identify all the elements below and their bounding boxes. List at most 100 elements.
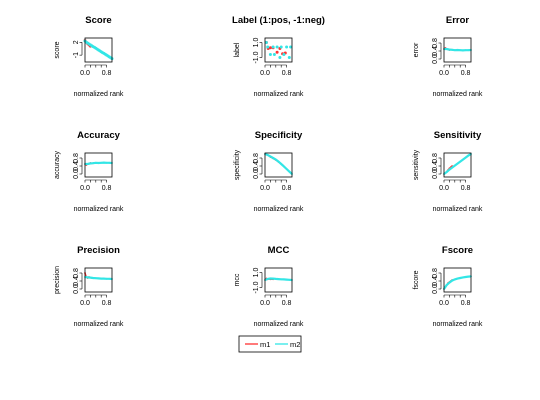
- panel-title: Precision: [77, 245, 120, 256]
- data-point-m2: [467, 49, 470, 52]
- plot-frame: [264, 267, 293, 293]
- y-tick-label: 0.4: [73, 161, 80, 171]
- x-tick-label: 0.0: [80, 185, 90, 192]
- x-tick-label: 0.8: [461, 185, 471, 192]
- y-tick-label: 0.4: [432, 46, 439, 56]
- x-axis-label: normalized rank: [254, 321, 304, 328]
- data-point-m2: [280, 163, 283, 165]
- data-point-m2: [453, 49, 456, 52]
- y-axis-label: precision: [54, 266, 61, 294]
- data-point-m2: [266, 45, 270, 49]
- plot-frame: [264, 152, 293, 178]
- legend-label-m1: m1: [260, 340, 270, 349]
- data-point-m2: [266, 154, 269, 156]
- data-point-m2: [283, 278, 285, 281]
- y-tick-label: 0.0: [73, 169, 80, 179]
- y-tick-label: 0.8: [73, 268, 80, 278]
- y-axis-label: accuracy: [54, 150, 61, 179]
- data-point-m2: [274, 278, 277, 280]
- data-point-m2: [456, 49, 459, 51]
- x-axis-label: normalized rank: [433, 91, 483, 98]
- y-tick-label: 0.4: [73, 276, 80, 286]
- data-point-m2: [448, 168, 451, 171]
- data-point-m2: [456, 162, 459, 165]
- y-axis-label: fscore: [413, 270, 420, 289]
- data-point-m2: [279, 45, 283, 49]
- data-point-m2: [105, 277, 108, 280]
- y-tick-label: -1.0: [253, 51, 260, 63]
- data-point-m2: [451, 166, 453, 169]
- x-tick-label: 0.8: [282, 185, 292, 192]
- x-tick-label: 0.8: [282, 70, 292, 77]
- data-point-m2: [448, 281, 451, 284]
- data-point-m2: [108, 161, 111, 164]
- y-tick-label: 0.0: [73, 284, 80, 294]
- x-axis-label: normalized rank: [433, 321, 483, 328]
- x-tick-label: 0.0: [439, 300, 449, 307]
- data-point-m2: [94, 277, 97, 280]
- series-line-m2: [264, 152, 293, 175]
- data-point-m2: [266, 278, 269, 280]
- plot-frame: [264, 37, 293, 63]
- x-tick-label: 0.8: [102, 300, 112, 307]
- data-point-m2: [86, 163, 89, 165]
- data-point-m2: [453, 278, 456, 281]
- data-point-m2: [467, 154, 470, 157]
- data-point-m2: [100, 277, 103, 280]
- data-point-m2: [451, 279, 453, 282]
- x-tick-label: 0.0: [80, 70, 90, 77]
- data-point-m2: [94, 161, 97, 164]
- x-axis-label: normalized rank: [74, 206, 124, 213]
- data-point-m2: [100, 161, 103, 164]
- x-tick-label: 0.8: [461, 70, 471, 77]
- y-tick-label: 1.0: [253, 268, 260, 278]
- data-point-m2: [92, 277, 94, 279]
- x-tick-label: 0.0: [260, 70, 270, 77]
- data-point-m2: [285, 168, 288, 170]
- data-point-m2: [467, 275, 470, 278]
- data-point-m2: [462, 158, 464, 161]
- data-point-m2: [287, 56, 291, 59]
- plot-frame: [84, 152, 113, 178]
- x-tick-label: 0.8: [282, 300, 292, 307]
- data-point-m2: [288, 278, 291, 281]
- y-tick-label: 0.8: [432, 38, 439, 48]
- data-point-m2: [277, 160, 280, 163]
- y-axis-label: mcc: [234, 273, 241, 286]
- x-tick-label: 0.0: [260, 185, 270, 192]
- data-point-m2: [453, 164, 456, 167]
- data-point-m2: [108, 277, 111, 280]
- data-point-m2: [445, 284, 448, 286]
- data-point-m2: [282, 53, 286, 56]
- data-point-m2: [272, 157, 274, 159]
- y-tick-label: 0.8: [432, 268, 439, 278]
- y-tick-label: 0.0: [432, 284, 439, 294]
- data-point-m2: [459, 160, 462, 163]
- x-tick-label: 0.0: [80, 300, 90, 307]
- y-tick-label: 0.4: [432, 276, 439, 286]
- legend: m1 m2: [238, 335, 302, 353]
- data-point-m2: [285, 45, 289, 49]
- panel-grid: Score 0.0 0.8 normalized rank 2 -1 score Label …: [54, 15, 483, 328]
- legend-label-m2: m2: [290, 340, 300, 349]
- x-tick-label: 0.8: [102, 70, 112, 77]
- y-tick-label: 0.8: [432, 153, 439, 163]
- data-point-m2: [275, 45, 279, 49]
- data-point-m2: [269, 277, 272, 280]
- data-point-m2: [92, 162, 94, 165]
- data-point-m2: [456, 277, 459, 280]
- data-point-m2: [271, 45, 275, 49]
- data-point-m2: [462, 49, 464, 52]
- y-axis-label: sensitivity: [413, 149, 420, 180]
- data-point-m2: [269, 155, 272, 158]
- data-point-m2: [445, 48, 448, 50]
- data-point-m2: [277, 278, 280, 280]
- y-tick-label: 0.4: [253, 161, 260, 171]
- y-tick-label: 2: [73, 40, 80, 44]
- plot-frame: [84, 267, 113, 293]
- data-point-m2: [462, 276, 464, 279]
